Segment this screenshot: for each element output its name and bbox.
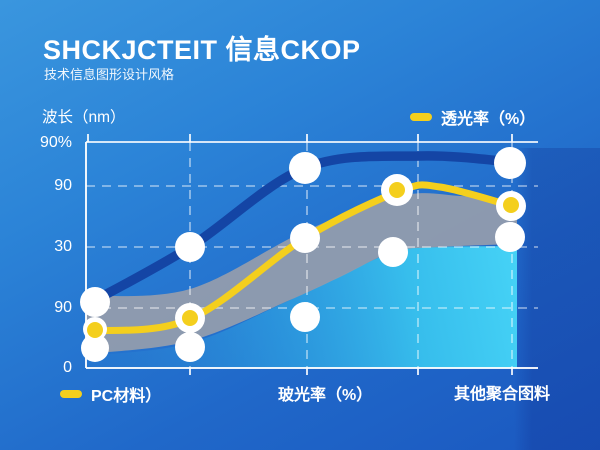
- legend-transmittance: 透光率（%）: [410, 105, 535, 129]
- page-title: SHCKJCTEIT 信息CKOP: [43, 35, 361, 65]
- yellow-dash-icon: [60, 390, 82, 398]
- x-label-pc-material: PC材料）: [60, 382, 161, 406]
- y-tick-30: 30: [54, 238, 72, 255]
- page-subtitle: 技术信息图形设计风格: [44, 67, 175, 82]
- y-tick-0: 0: [63, 359, 72, 376]
- yellow-dash-icon: [410, 113, 432, 121]
- y-tick-90b: 90: [54, 299, 72, 316]
- x-label-gloss-rate: 玻光率（%）: [278, 387, 373, 404]
- legend-transmittance-label: 透光率（%）: [441, 111, 536, 128]
- y-axis-title: 波长（nm）: [42, 109, 126, 126]
- y-tick-90a: 90: [54, 177, 72, 194]
- y-tick-90pct: 90%: [39, 134, 72, 151]
- x-label-other-polymer: 其他聚合囹料: [454, 386, 551, 403]
